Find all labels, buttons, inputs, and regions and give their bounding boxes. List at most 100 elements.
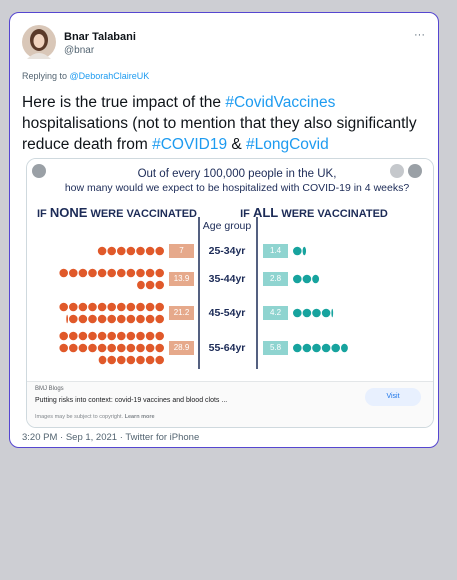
dot xyxy=(293,275,302,284)
dot xyxy=(127,269,136,278)
dot xyxy=(117,247,126,256)
all-dots xyxy=(293,247,306,256)
all-value: 5.8 xyxy=(270,343,282,352)
dot xyxy=(127,344,136,353)
dot xyxy=(146,303,155,312)
partial-dot xyxy=(66,315,68,324)
dot xyxy=(155,247,164,256)
dot xyxy=(59,344,68,353)
dot xyxy=(69,332,78,341)
all-value: 1.4 xyxy=(270,246,282,255)
dot xyxy=(98,332,107,341)
dot xyxy=(155,269,164,278)
dot xyxy=(69,303,78,312)
dot xyxy=(107,269,116,278)
dot xyxy=(98,303,107,312)
dot xyxy=(88,303,97,312)
partial-dot xyxy=(341,344,348,353)
partial-dot xyxy=(137,281,145,290)
dot xyxy=(127,332,136,341)
infographic-title: Out of every 100,000 people in the UK, xyxy=(138,168,337,180)
age-label: 25-34yr xyxy=(209,245,246,257)
hashtag[interactable]: #CovidVaccines xyxy=(225,94,335,111)
reply-mention[interactable]: @DeborahClaireUK xyxy=(70,71,150,81)
dot xyxy=(146,344,155,353)
dot xyxy=(98,269,107,278)
dot xyxy=(146,269,155,278)
dot xyxy=(79,303,88,312)
right-header: IF ALL WERE VACCINATED xyxy=(240,205,388,220)
infographic: Out of every 100,000 people in the UK, h… xyxy=(27,159,433,381)
copyright-notice: Images may be subject to copyright. Lear… xyxy=(35,414,155,420)
link-preview[interactable]: BMJ Blogs Putting risks into context: co… xyxy=(27,381,433,428)
dot xyxy=(155,315,164,324)
age-label: 55-64yr xyxy=(209,342,246,354)
learn-more[interactable]: Learn more xyxy=(125,414,155,420)
dot xyxy=(146,281,155,290)
dot xyxy=(155,356,164,365)
text: WERE VACCINATED xyxy=(90,208,197,220)
dot xyxy=(107,303,116,312)
dot xyxy=(312,309,321,318)
dot xyxy=(322,309,331,318)
dot xyxy=(117,356,126,365)
icon[interactable] xyxy=(390,164,404,178)
dot xyxy=(293,344,302,353)
hashtag[interactable]: #COVID19 xyxy=(152,136,227,153)
more-button[interactable]: ··· xyxy=(414,29,425,41)
dot xyxy=(107,247,116,256)
dot xyxy=(127,356,136,365)
author-handle[interactable]: @bnar xyxy=(64,45,94,56)
dot xyxy=(117,332,126,341)
all-dots xyxy=(293,275,319,284)
visit-button[interactable]: Visit xyxy=(365,388,421,406)
text: & xyxy=(227,136,246,153)
page: Bnar Talabani @bnar ··· Replying to @Deb… xyxy=(0,0,457,580)
dot xyxy=(98,247,107,256)
close-icon[interactable] xyxy=(32,164,46,178)
dot xyxy=(117,269,126,278)
tweet-text: Here is the true impact of the #CovidVac… xyxy=(22,92,438,155)
dot xyxy=(79,332,88,341)
dot xyxy=(136,344,145,353)
partial-dot xyxy=(331,309,333,318)
dot xyxy=(59,269,68,278)
dot xyxy=(88,269,97,278)
link-title[interactable]: Putting risks into context: covid-19 vac… xyxy=(35,397,227,404)
dot xyxy=(69,344,78,353)
embedded-card[interactable]: Out of every 100,000 people in the UK, h… xyxy=(26,158,434,428)
dot xyxy=(127,303,136,312)
dot xyxy=(98,344,107,353)
left-header: IF NONE WERE VACCINATED xyxy=(37,205,197,220)
dot xyxy=(293,247,302,256)
icon[interactable] xyxy=(408,164,422,178)
dot xyxy=(155,332,164,341)
age-label: 45-54yr xyxy=(209,307,246,319)
dot xyxy=(69,315,78,324)
none-value: 13.9 xyxy=(174,274,190,283)
dot xyxy=(98,315,107,324)
dot xyxy=(146,356,155,365)
dot xyxy=(117,303,126,312)
dot xyxy=(293,309,302,318)
dot xyxy=(69,269,78,278)
dot xyxy=(107,332,116,341)
author-name[interactable]: Bnar Talabani xyxy=(64,31,136,43)
dot xyxy=(59,332,68,341)
dot xyxy=(79,344,88,353)
partial-dot xyxy=(303,247,306,256)
dot xyxy=(136,332,145,341)
dot xyxy=(107,356,116,365)
dot xyxy=(127,247,136,256)
none-value: 21.2 xyxy=(174,308,190,317)
middle-header: Age group xyxy=(203,220,252,232)
avatar[interactable] xyxy=(22,25,56,59)
dot xyxy=(88,315,97,324)
none-value: 7 xyxy=(179,246,184,255)
dot xyxy=(117,315,126,324)
dot xyxy=(88,344,97,353)
hashtag[interactable]: #LongCovid xyxy=(246,136,329,153)
text: WERE VACCINATED xyxy=(281,208,388,220)
dot xyxy=(146,247,155,256)
dot xyxy=(155,303,164,312)
